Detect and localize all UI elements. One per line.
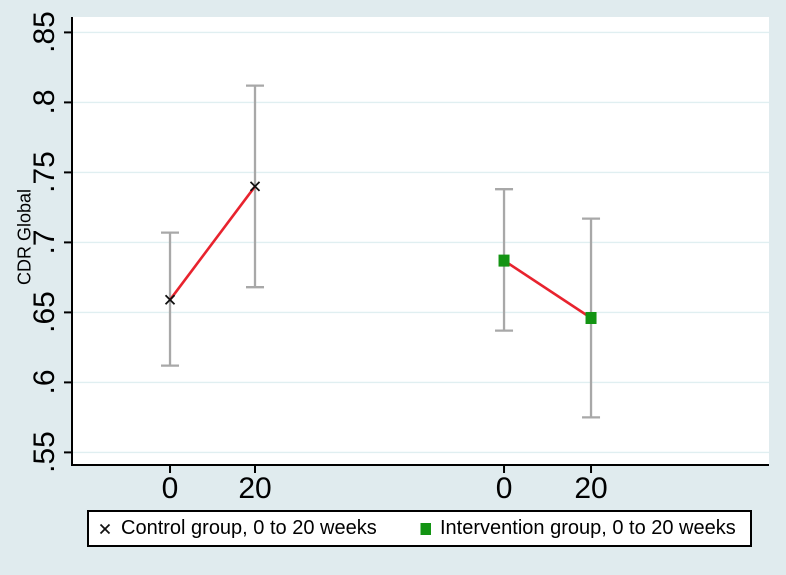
trend-line	[168, 185, 257, 301]
x-tick-label: 0	[495, 472, 513, 505]
x-tick-label: 20	[238, 472, 272, 505]
y-tick-label: .8	[28, 89, 61, 115]
square-marker	[420, 522, 431, 535]
y-tick-label: .55	[28, 431, 61, 474]
x-tick-label: 20	[574, 472, 608, 505]
x-marker	[164, 294, 176, 305]
legend-label-control: Control group, 0 to 20 weeks	[121, 517, 377, 539]
legend-item-control: Control group, 0 to 20 weeks	[98, 512, 377, 545]
x-marker-icon	[99, 523, 111, 534]
legend: Control group, 0 to 20 weeks Interventio…	[87, 510, 752, 547]
x-marker	[249, 181, 261, 192]
y-tick-label: .65	[28, 291, 61, 334]
x-tick-label: 0	[161, 472, 179, 505]
legend-item-intervention: Intervention group, 0 to 20 weeks	[419, 512, 736, 545]
square-marker-icon	[420, 522, 431, 535]
y-tick-label: .75	[28, 151, 61, 194]
x-marker	[99, 523, 111, 534]
y-tick-label: .6	[28, 369, 61, 395]
y-tick-label: .7	[28, 229, 61, 255]
square-marker	[498, 254, 510, 267]
plot-area	[73, 17, 769, 465]
y-tick-label: .85	[28, 11, 61, 54]
trend-line	[503, 259, 592, 320]
legend-label-intervention: Intervention group, 0 to 20 weeks	[440, 517, 736, 539]
square-marker	[585, 312, 597, 324]
